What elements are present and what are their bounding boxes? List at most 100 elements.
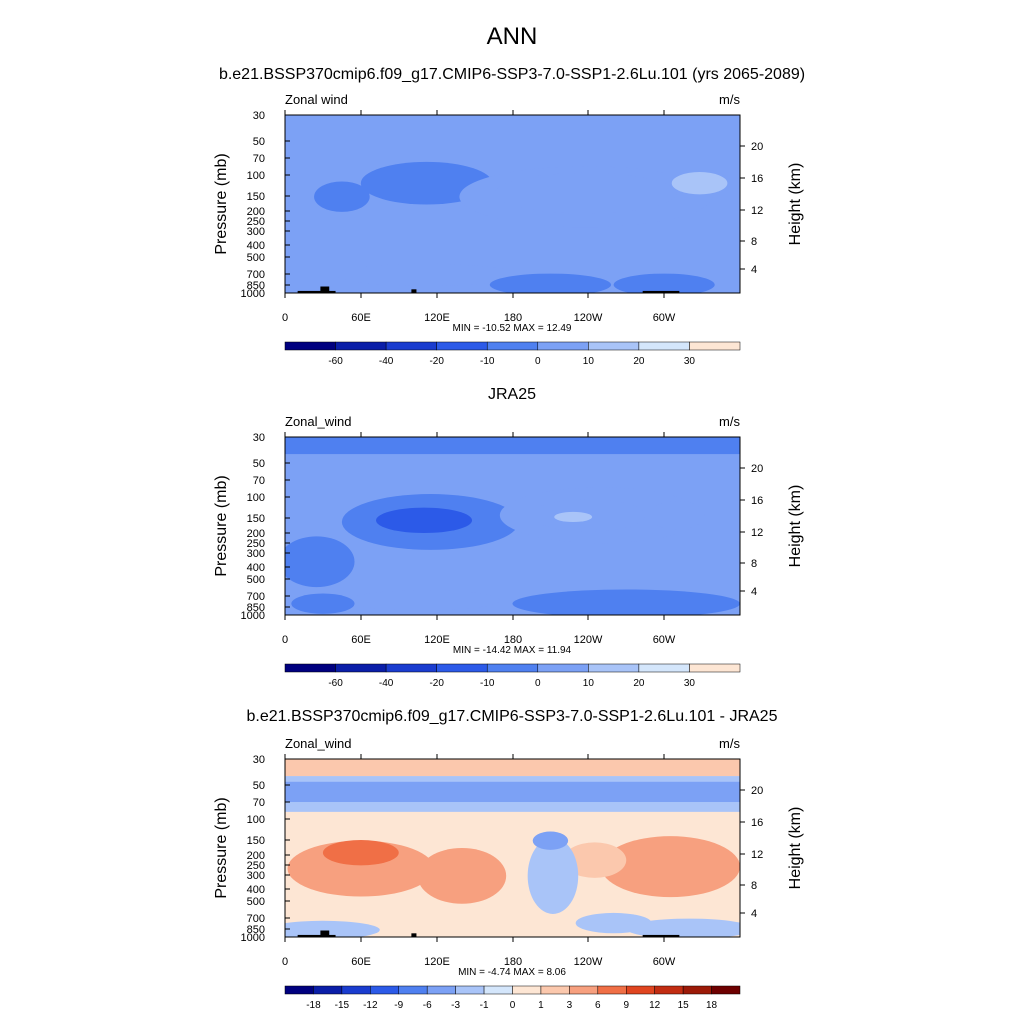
y-right-tick-label: 4	[751, 264, 757, 276]
y-right-tick-label: 20	[751, 141, 763, 153]
min-max-stats: MIN = -10.52 MAX = 12.49	[453, 323, 572, 334]
topography-block	[320, 286, 330, 293]
contour-region	[348, 590, 500, 611]
y-tick-label: 100	[247, 170, 265, 182]
colorbar-label: -1	[480, 1000, 489, 1011]
y-tick-label: 200	[247, 850, 265, 862]
contour-region	[600, 836, 740, 898]
y-tick-label: 700	[247, 591, 265, 603]
colorbar-label: 20	[633, 678, 645, 689]
x-tick-label: 60E	[351, 634, 371, 646]
colorbar-label: 0	[535, 678, 541, 689]
y-tick-label: 150	[247, 835, 265, 847]
y-tick-label: 500	[247, 574, 265, 586]
y-tick-label: 250	[247, 216, 265, 228]
contour-field	[285, 437, 740, 615]
contour-region	[291, 593, 355, 614]
x-tick-label: 120W	[574, 956, 603, 968]
figure-subtitle: b.e21.BSSP370cmip6.f09_g17.CMIP6-SSP3-7.…	[219, 66, 805, 83]
contour-region	[285, 536, 355, 588]
x-tick-label: 60W	[653, 956, 676, 968]
contour-region	[532, 831, 569, 850]
colorbar-swatch	[512, 985, 542, 995]
contour-region	[285, 920, 380, 937]
colorbar-label: 18	[706, 1000, 718, 1011]
colorbar-label: -40	[379, 678, 394, 689]
colorbar-label: 10	[583, 356, 595, 367]
topography-block	[411, 933, 417, 937]
colorbar-swatch	[284, 985, 314, 995]
y-right-tick-label: 12	[751, 205, 763, 217]
colorbar-swatch	[398, 985, 428, 995]
colorbar-swatch	[597, 985, 627, 995]
y-tick-label: 250	[247, 860, 265, 872]
x-tick-label: 60E	[351, 312, 371, 324]
y-tick-label: 100	[247, 492, 265, 504]
y-tick-label: 70	[253, 797, 265, 809]
y-axis-title: Pressure (mb)	[213, 475, 230, 576]
colorbar-swatch	[335, 341, 387, 351]
y-tick-label: 30	[253, 754, 265, 766]
x-tick-label: 0	[282, 312, 288, 324]
panel-right-label: m/s	[719, 92, 740, 107]
y-right-axis-title: Height (km)	[787, 485, 804, 568]
contour-band	[285, 759, 740, 777]
colorbar-label: -9	[394, 1000, 403, 1011]
y-tick-label: 400	[247, 884, 265, 896]
colorbar-swatch	[426, 985, 456, 995]
x-tick-label: 180	[504, 956, 522, 968]
y-right-axis-title: Height (km)	[787, 807, 804, 890]
x-tick-label: 180	[504, 312, 522, 324]
colorbar-swatch	[385, 663, 437, 673]
colorbar-label: 15	[678, 1000, 690, 1011]
y-right-tick-label: 12	[751, 527, 763, 539]
y-right-tick-label: 8	[751, 558, 757, 570]
colorbar-swatch	[385, 341, 437, 351]
panel-title: b.e21.BSSP370cmip6.f09_g17.CMIP6-SSP3-7.…	[247, 708, 778, 725]
contour-region	[554, 511, 593, 523]
y-tick-label: 400	[247, 562, 265, 574]
colorbar-swatch	[626, 985, 655, 995]
colorbar-swatch	[455, 985, 485, 995]
y-tick-label: 700	[247, 269, 265, 281]
y-tick-label: 50	[253, 780, 265, 792]
topography-block	[642, 290, 680, 293]
colorbar-label: -10	[480, 356, 495, 367]
y-tick-label: 850	[247, 602, 265, 614]
y-right-tick-label: 4	[751, 908, 757, 920]
y-right-tick-label: 20	[751, 463, 763, 475]
colorbar-swatch	[341, 985, 371, 995]
y-axis-title: Pressure (mb)	[213, 153, 230, 254]
y-tick-label: 100	[247, 814, 265, 826]
colorbar-label: 6	[595, 1000, 601, 1011]
contour-region	[417, 847, 507, 904]
y-tick-label: 850	[247, 280, 265, 292]
panel-left-label: Zonal wind	[285, 92, 348, 107]
colorbar-swatch	[682, 985, 712, 995]
colorbar-label: 3	[567, 1000, 573, 1011]
y-tick-label: 200	[247, 206, 265, 218]
colorbar-swatch	[588, 663, 640, 673]
y-tick-label: 1000	[241, 610, 265, 622]
y-tick-label: 500	[247, 896, 265, 908]
colorbar-swatch	[638, 663, 690, 673]
chart-panel-3: b.e21.BSSP370cmip6.f09_g17.CMIP6-SSP3-7.…	[213, 708, 804, 1011]
y-tick-label: 70	[253, 153, 265, 165]
y-right-tick-label: 12	[751, 849, 763, 861]
y-right-axis-title: Height (km)	[787, 163, 804, 246]
x-tick-label: 180	[504, 634, 522, 646]
topography-block	[297, 934, 336, 937]
colorbar-label: -10	[480, 678, 495, 689]
panel-right-label: m/s	[719, 414, 740, 429]
y-tick-label: 300	[247, 870, 265, 882]
contour-region	[494, 172, 677, 214]
colorbar-label: 30	[684, 356, 696, 367]
colorbar-label: -20	[429, 678, 444, 689]
y-tick-label: 500	[247, 252, 265, 264]
colorbar-label: 20	[633, 356, 645, 367]
y-right-tick-label: 16	[751, 173, 763, 185]
y-tick-label: 30	[253, 110, 265, 122]
colorbar-label: -12	[363, 1000, 378, 1011]
